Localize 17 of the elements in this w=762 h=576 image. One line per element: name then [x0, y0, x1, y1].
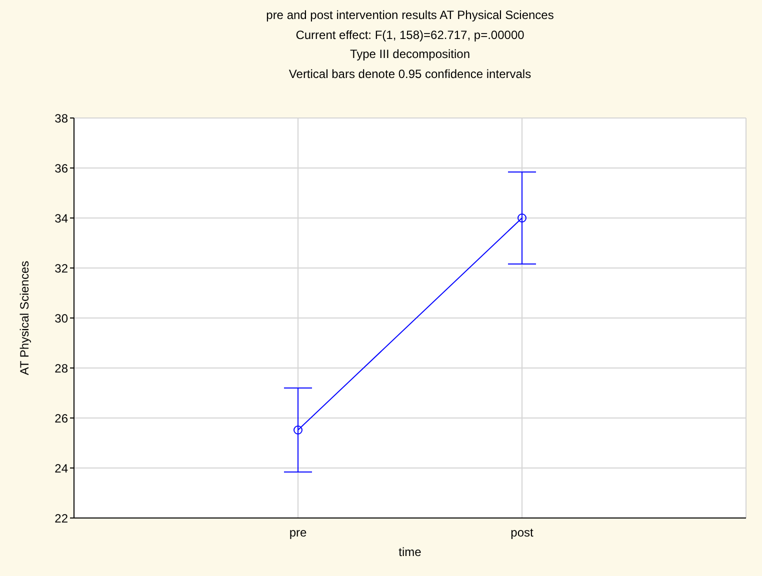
text: Type III decomposition — [348, 46, 472, 63]
y-axis-title: AT Physical Sciences — [17, 260, 32, 376]
y-tick-label: 36 — [54, 161, 68, 176]
y-tick-label: 38 — [54, 111, 68, 126]
x-axis-title: time — [398, 545, 422, 559]
y-tick-label: 24 — [54, 461, 68, 476]
chart-subtitle: Current effect: F(1, 158)=62.717, p=.00000 — [294, 26, 526, 44]
y-tick-label: 34 — [54, 211, 68, 226]
x-tick-label: pre — [289, 526, 307, 540]
y-tick-label: 32 — [54, 261, 68, 276]
x-tick-label: post — [510, 526, 534, 540]
y-tick-label: 30 — [54, 311, 68, 326]
text: Vertical bars denote 0.95 confidence intervals — [288, 66, 532, 82]
y-tick-label: 28 — [54, 361, 68, 376]
chart-title: pre and post intervention results AT Physical Sciences — [265, 7, 555, 24]
y-tick-label: 26 — [54, 411, 68, 426]
y-tick-label: 22 — [54, 511, 68, 526]
